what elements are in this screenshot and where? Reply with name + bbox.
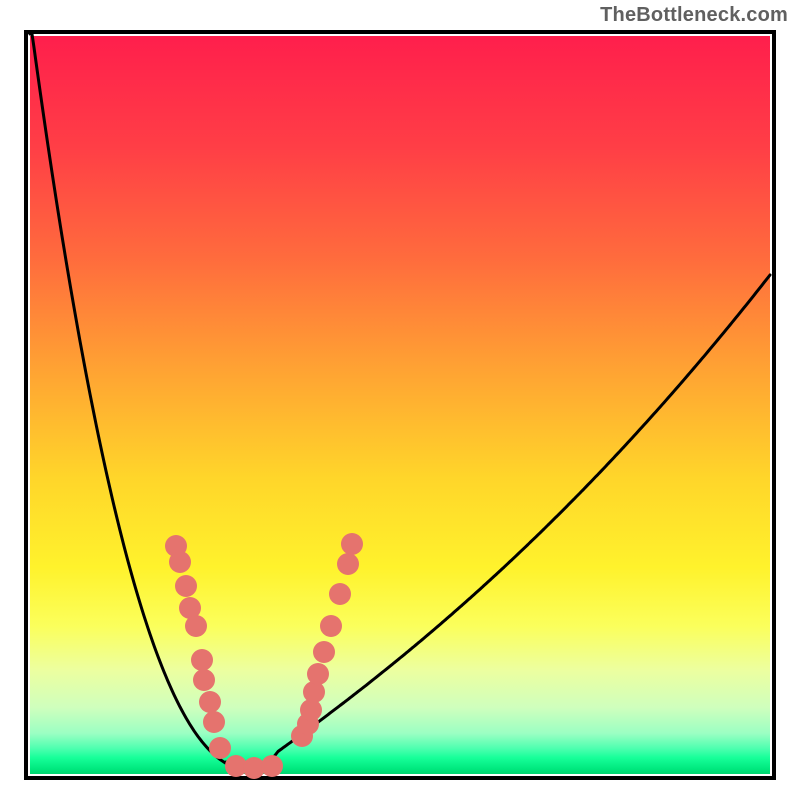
data-marker bbox=[313, 641, 335, 663]
data-marker bbox=[341, 533, 363, 555]
data-marker bbox=[337, 553, 359, 575]
gradient-background bbox=[30, 36, 770, 774]
watermark-text: TheBottleneck.com bbox=[600, 4, 788, 27]
data-marker bbox=[185, 615, 207, 637]
data-marker bbox=[209, 737, 231, 759]
data-marker bbox=[169, 551, 191, 573]
data-marker bbox=[175, 575, 197, 597]
data-marker bbox=[329, 583, 351, 605]
chart-svg bbox=[0, 0, 800, 800]
data-marker bbox=[320, 615, 342, 637]
chart-container: TheBottleneck.com bbox=[0, 0, 800, 800]
data-marker bbox=[261, 755, 283, 777]
data-marker bbox=[199, 691, 221, 713]
data-marker bbox=[191, 649, 213, 671]
data-marker bbox=[203, 711, 225, 733]
data-marker bbox=[307, 663, 329, 685]
data-marker bbox=[193, 669, 215, 691]
